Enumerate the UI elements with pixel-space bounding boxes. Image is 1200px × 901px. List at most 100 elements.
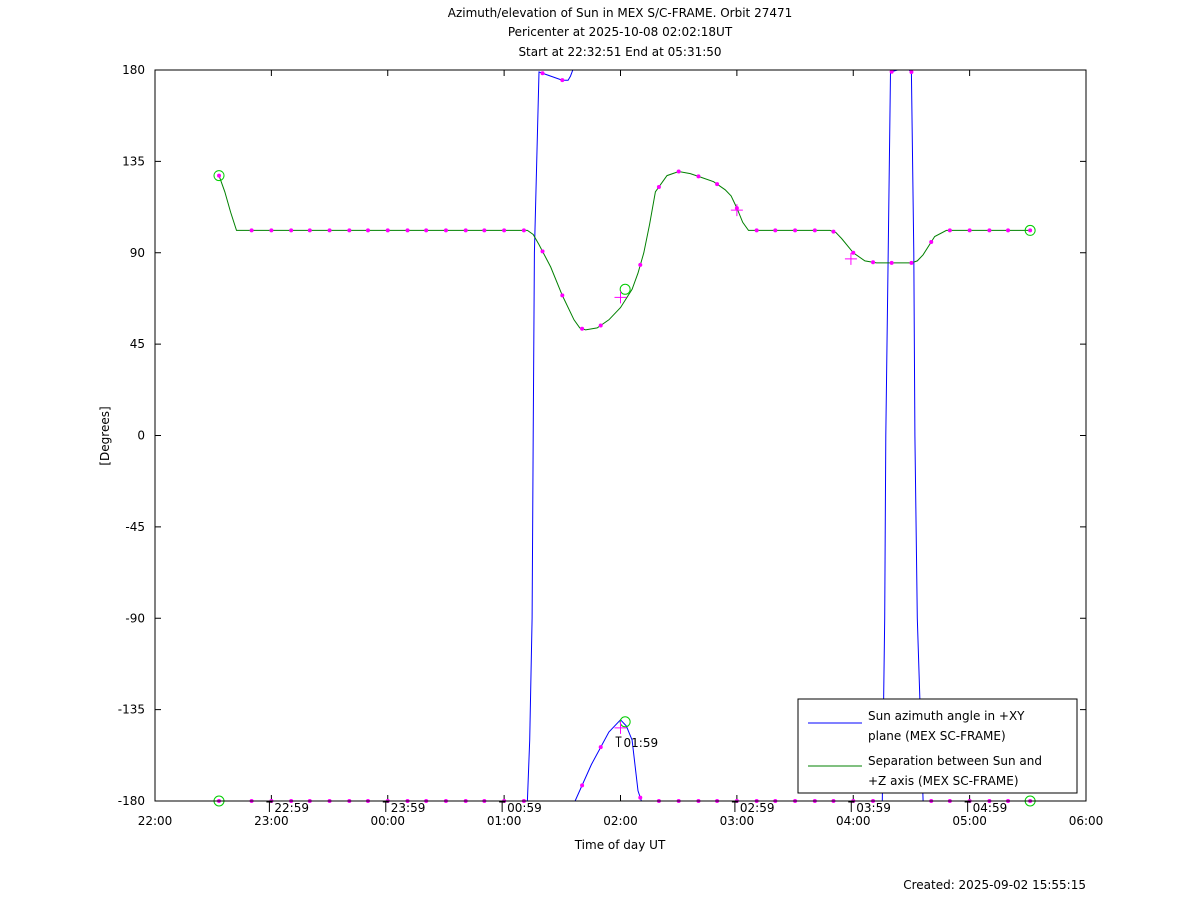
y-tick-label: -135 — [118, 703, 145, 717]
separation-marker-dot — [385, 228, 390, 233]
azimuth-marker-dot — [909, 70, 914, 75]
azimuth-marker-dot — [889, 69, 894, 74]
separation-marker-dot — [656, 184, 661, 189]
separation-marker-dot — [1006, 228, 1011, 233]
x-tick-label: 03:00 — [720, 814, 755, 828]
chart-title-line-1: Azimuth/elevation of Sun in MEX S/C-FRAM… — [448, 6, 793, 20]
y-tick-label: -180 — [118, 794, 145, 808]
plus-marker — [844, 252, 857, 265]
hour-mark-label: 03:59 — [856, 801, 891, 815]
series-line-separation — [218, 170, 1031, 331]
plus-marker — [730, 204, 743, 217]
endpoint-circle-marker — [1024, 224, 1036, 236]
x-tick-label: 05:00 — [952, 814, 987, 828]
separation-marker-dot — [987, 228, 992, 233]
x-tick-label: 04:00 — [836, 814, 871, 828]
chart-title-line-2: Pericenter at 2025-10-08 02:02:18UT — [508, 25, 733, 39]
separation-marker-dot — [463, 228, 468, 233]
legend-label-separation-line-1: Separation between Sun and — [868, 754, 1042, 768]
hour-mark-label: 01:59 — [624, 736, 659, 750]
hour-mark-layer: 22:59 23:59 00:59 01:59 02:59 03:59 04:59 — [266, 736, 1007, 815]
plus-marker — [614, 291, 627, 304]
azimuth-marker-dot — [560, 78, 565, 83]
y-tick-label: -45 — [125, 520, 145, 534]
endpoint-circle-marker — [619, 283, 631, 295]
separation-marker-dot — [715, 182, 720, 187]
separation-marker-dot — [249, 228, 254, 233]
x-tick-label: 00:00 — [370, 814, 405, 828]
created-timestamp: Created: 2025-09-02 15:55:15 — [903, 878, 1086, 892]
hour-mark-label: 23:59 — [391, 801, 426, 815]
y-axis-label: [Degrees] — [98, 406, 112, 465]
chart-title: Azimuth/elevation of Sun in MEX S/C-FRAM… — [448, 6, 793, 59]
axes: 22:00 23:00 00:00 01:00 02:00 03:00 04:00 05:00… — [118, 63, 1104, 828]
separation-marker-dot — [289, 228, 294, 233]
y-tick-label: 135 — [122, 154, 145, 168]
y-tick-label: 180 — [122, 63, 145, 77]
azimuth-marker-dot — [580, 783, 585, 788]
legend-label-azimuth-line-1: Sun azimuth angle in +XY — [868, 709, 1025, 723]
x-tick-label: 01:00 — [487, 814, 522, 828]
separation-marker-dot — [405, 228, 410, 233]
series-layer — [218, 70, 1031, 801]
separation-marker-dot — [851, 250, 856, 255]
separation-marker-dot — [502, 228, 507, 233]
separation-marker-dot — [424, 228, 429, 233]
legend-label-azimuth-line-2: plane (MEX SC-FRAME) — [868, 729, 1006, 743]
series-line-azimuth — [219, 70, 1031, 801]
azimuth-marker-dot — [638, 795, 643, 800]
endpoint-circle-marker — [213, 170, 225, 182]
separation-marker-dot — [443, 228, 448, 233]
separation-marker-dot — [831, 229, 836, 234]
separation-marker-dot — [754, 228, 759, 233]
separation-marker-dot — [327, 228, 332, 233]
separation-marker-dot — [540, 249, 545, 254]
x-tick-label: 23:00 — [254, 814, 289, 828]
separation-marker-dot — [812, 228, 817, 233]
plus-marker — [614, 721, 627, 734]
hour-mark-label: 04:59 — [973, 801, 1008, 815]
separation-marker-dot — [307, 228, 312, 233]
azimuth-marker-dot — [598, 745, 603, 750]
separation-marker-dot — [929, 239, 934, 244]
x-tick-label: 22:00 — [138, 814, 173, 828]
separation-marker-dot — [696, 174, 701, 179]
legend: Sun azimuth angle in +XY plane (MEX SC-F… — [797, 698, 1078, 794]
separation-marker-dot — [560, 293, 565, 298]
separation-marker-dot — [676, 169, 681, 174]
hour-mark-label: 00:59 — [507, 801, 542, 815]
hour-mark-label: 02:59 — [740, 801, 775, 815]
separation-marker-dot — [482, 228, 487, 233]
separation-marker-dot — [638, 262, 643, 267]
legend-label-separation-line-2: +Z axis (MEX SC-FRAME) — [868, 774, 1019, 788]
x-tick-label: 02:00 — [603, 814, 638, 828]
separation-marker-dot — [580, 326, 585, 331]
separation-marker-dot — [521, 228, 526, 233]
separation-marker-dot — [598, 323, 603, 328]
separation-marker-dot — [793, 228, 798, 233]
marker-layer — [213, 69, 1036, 807]
separation-marker-dot — [365, 228, 370, 233]
endpoint-circle-marker — [619, 716, 631, 728]
legend-box — [797, 698, 1078, 794]
y-tick-label: 45 — [130, 337, 145, 351]
chart-title-line-3: Start at 22:32:51 End at 05:31:50 — [518, 45, 721, 59]
separation-marker-dot — [347, 228, 352, 233]
separation-marker-dot — [947, 228, 952, 233]
separation-marker-dot — [1028, 228, 1033, 233]
plot-frame — [154, 69, 1087, 802]
separation-marker-dot — [967, 228, 972, 233]
separation-marker-dot — [773, 228, 778, 233]
separation-marker-dot — [871, 260, 876, 265]
x-axis-label: Time of day UT — [574, 838, 666, 852]
hour-mark-label: 22:59 — [274, 801, 309, 815]
azimuth-marker-dot — [540, 71, 545, 76]
y-tick-label: 0 — [137, 429, 145, 443]
x-tick-label: 06:00 — [1069, 814, 1104, 828]
separation-marker-dot — [217, 173, 222, 178]
separation-marker-dot — [889, 260, 894, 265]
y-tick-label: -90 — [125, 611, 145, 625]
separation-marker-dot — [909, 260, 914, 265]
y-tick-label: 90 — [130, 246, 145, 260]
